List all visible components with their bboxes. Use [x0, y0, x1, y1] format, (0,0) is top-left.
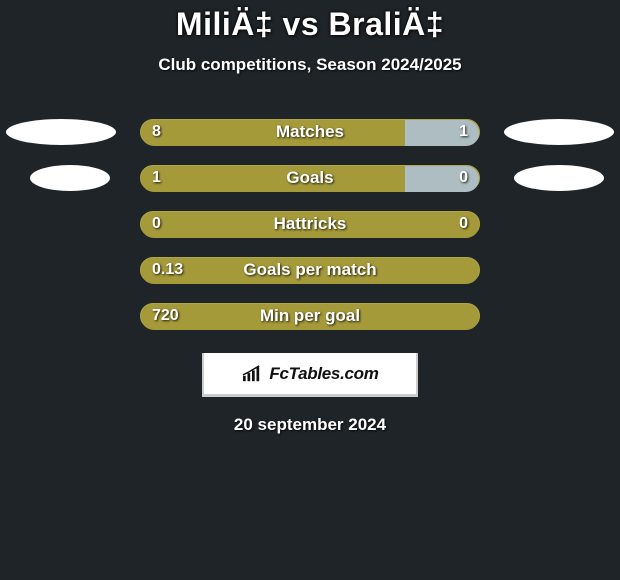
stat-bar — [140, 119, 480, 145]
stat-rows: 8 Matches 1 1 Goals 0 0 Hattricks 0 — [0, 119, 620, 329]
brand-badge: FcTables.com — [202, 353, 418, 397]
stat-row: 0 Hattricks 0 — [0, 211, 620, 237]
stat-row: 0.13 Goals per match — [0, 257, 620, 283]
stat-bar-left — [141, 166, 405, 192]
stat-value-right: 0 — [459, 165, 468, 191]
page-title: MiliÄ‡ vs BraliÄ‡ — [0, 6, 620, 43]
stat-bar — [140, 165, 480, 191]
comparison-infographic: MiliÄ‡ vs BraliÄ‡ Club competitions, Sea… — [0, 0, 620, 580]
player-b-marker — [514, 165, 604, 191]
stat-bar-left — [141, 120, 405, 146]
bar-growth-icon — [241, 365, 263, 383]
player-a-marker — [30, 165, 110, 191]
stat-bar — [140, 303, 480, 329]
stat-value-right: 0 — [459, 211, 468, 237]
stat-bar-left — [141, 258, 479, 284]
stat-value-left: 1 — [152, 165, 161, 191]
stat-row: 1 Goals 0 — [0, 165, 620, 191]
stat-value-right: 1 — [459, 119, 468, 145]
stat-row: 8 Matches 1 — [0, 119, 620, 145]
stat-bar — [140, 211, 480, 237]
player-a-marker — [6, 119, 116, 145]
snapshot-date: 20 september 2024 — [0, 415, 620, 435]
stat-value-left: 0.13 — [152, 257, 183, 283]
stat-row: 720 Min per goal — [0, 303, 620, 329]
stat-value-left: 720 — [152, 303, 179, 329]
stat-value-left: 0 — [152, 211, 161, 237]
brand-text: FcTables.com — [269, 364, 378, 384]
stat-bar-left — [141, 212, 479, 238]
player-b-marker — [504, 119, 614, 145]
stat-bar-left — [141, 304, 479, 330]
stat-bar — [140, 257, 480, 283]
page-subtitle: Club competitions, Season 2024/2025 — [0, 55, 620, 75]
stat-value-left: 8 — [152, 119, 161, 145]
